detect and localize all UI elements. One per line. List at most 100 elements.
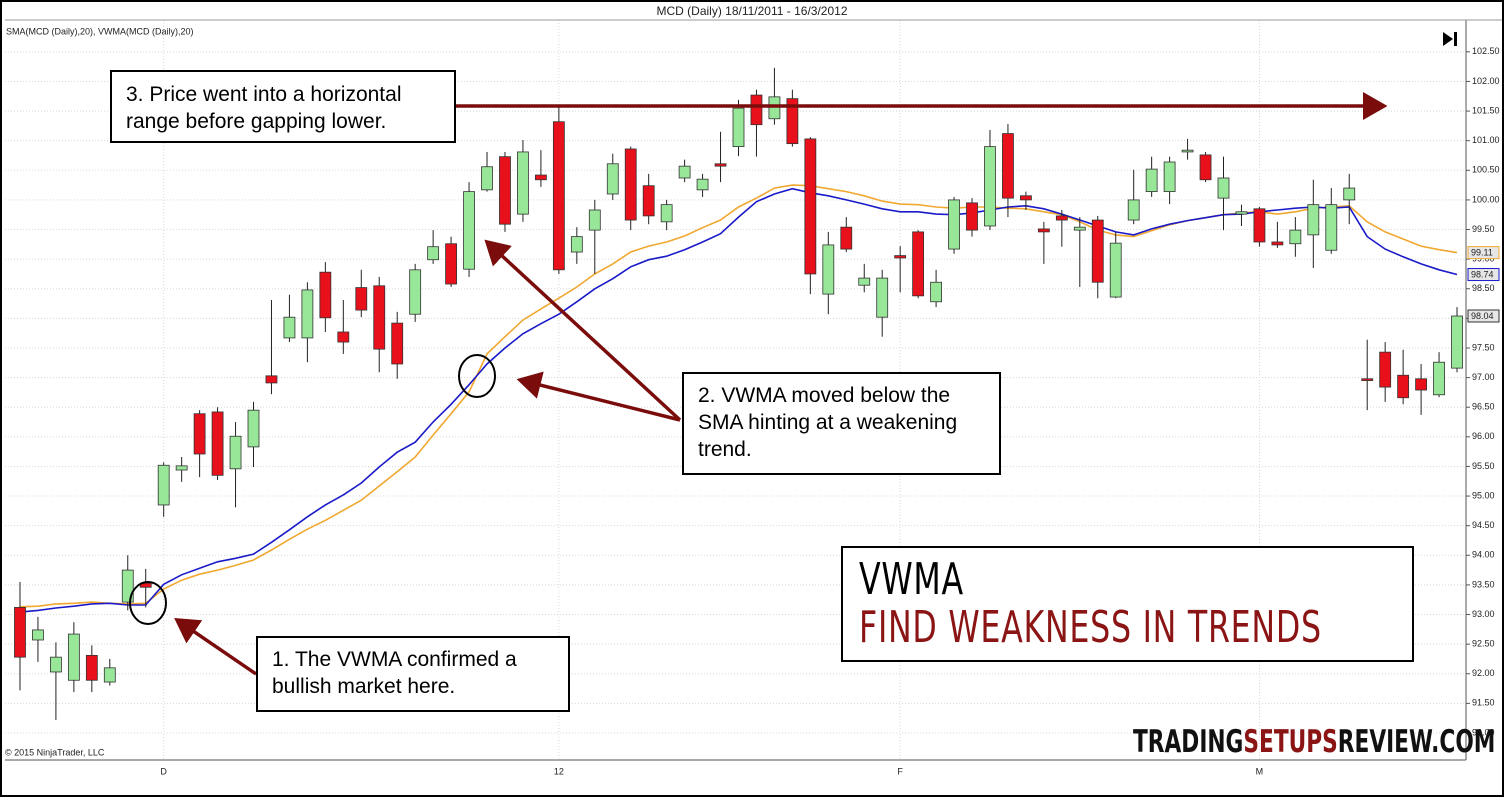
y-tick-label: 92.00	[1472, 668, 1495, 678]
candle-body	[624, 148, 637, 221]
candle-body	[858, 277, 871, 286]
candle-body	[175, 465, 188, 471]
annotation: 2. VWMA moved below the SMA hinting at a …	[682, 372, 1001, 475]
y-tick-label: 99.50	[1472, 224, 1495, 234]
price-marker-label: 98.74	[1471, 269, 1494, 279]
annotation: 1. The VWMA confirmed a bullish market he…	[256, 636, 570, 712]
candle-body	[1433, 361, 1445, 396]
annotation-line: trend.	[698, 438, 752, 461]
y-tick-label: 101.50	[1472, 105, 1500, 115]
price-marker-label: 98.04	[1471, 311, 1494, 321]
watermark-part: REVIEW.COM	[1337, 724, 1496, 760]
candle-body	[247, 409, 260, 448]
candle-body	[750, 94, 763, 126]
candle-body	[319, 271, 332, 319]
price-marker	[1467, 309, 1500, 323]
candle-body	[588, 209, 601, 231]
candle-body	[642, 185, 655, 217]
candle-body	[1343, 187, 1356, 201]
candle-body	[552, 121, 565, 271]
candle-body	[1109, 242, 1122, 298]
headline-title: VWMA	[859, 554, 964, 605]
candle-body	[103, 667, 116, 683]
candle-body	[283, 316, 296, 339]
candle-body	[409, 269, 422, 315]
headline-subtitle: FIND WEAKNESS IN TRENDS	[859, 602, 1322, 653]
candle-body	[714, 163, 727, 167]
y-tick-label: 95.50	[1472, 461, 1495, 471]
x-tick-label: F	[897, 766, 903, 776]
indicator-label: SMA(MCD (Daily),20), VWMA(MCD (Daily),20…	[6, 26, 194, 36]
candle-body	[445, 243, 457, 285]
y-tick-label: 100.50	[1472, 165, 1500, 175]
candle-body	[85, 654, 98, 681]
y-tick-label: 91.50	[1472, 698, 1495, 708]
price-marker	[1467, 246, 1500, 260]
arrow	[516, 371, 681, 422]
candle-body	[337, 331, 350, 343]
watermark: TRADINGSETUPSREVIEW.COM	[1133, 724, 1495, 760]
candle-body	[1397, 374, 1410, 399]
annotation-line: SMA hinting at a weakening	[698, 411, 958, 434]
y-tick-label: 98.50	[1472, 283, 1495, 293]
highlight-circle	[458, 354, 496, 398]
candle-body	[678, 165, 691, 179]
candle-body	[1055, 215, 1068, 221]
x-tick-label: D	[160, 766, 167, 776]
y-tick-label: 92.50	[1472, 639, 1495, 649]
candle-body	[822, 244, 835, 295]
annotation-line: 3. Price went into a horizontal	[126, 83, 402, 106]
y-tick-label: 100.00	[1472, 194, 1500, 204]
candle-body	[499, 156, 511, 225]
candle-body	[265, 375, 278, 384]
candle-body	[786, 98, 799, 145]
candle-body	[606, 163, 619, 195]
candle-body	[966, 202, 978, 231]
y-tick-label: 101.00	[1472, 135, 1500, 145]
candle-body	[1037, 228, 1050, 233]
candle-body	[211, 411, 224, 476]
price-marker-label: 99.11	[1471, 248, 1493, 258]
y-tick-label: 102.00	[1472, 76, 1500, 86]
candle-body	[1091, 219, 1104, 283]
price-marker	[1467, 268, 1500, 282]
candle-body	[481, 166, 493, 191]
candle-body	[1379, 351, 1392, 388]
x-tick-label: 12	[554, 766, 564, 776]
candle-body	[1145, 168, 1158, 193]
y-tick-label: 93.50	[1472, 579, 1495, 589]
candle-body	[768, 96, 781, 120]
candle-body	[660, 204, 673, 223]
candle-body	[1271, 241, 1284, 246]
candle-body	[804, 138, 817, 275]
candle-body	[984, 146, 996, 227]
candle-body	[894, 255, 907, 259]
candle-body	[463, 191, 475, 270]
arrow	[174, 618, 257, 676]
candle-body	[1361, 378, 1374, 381]
y-tick-label: 94.50	[1472, 520, 1495, 530]
candle-body	[1002, 133, 1014, 199]
annotation-line: range before gapping lower.	[126, 110, 387, 133]
candle-body	[121, 569, 134, 603]
candle-body	[517, 151, 529, 215]
arrow	[484, 239, 682, 422]
annotation-line: 1. The VWMA confirmed a	[272, 648, 517, 671]
y-tick-label: 95.00	[1472, 490, 1495, 500]
candle-body	[1307, 204, 1320, 236]
candle-body	[301, 289, 314, 339]
candle-body	[157, 464, 170, 506]
candle-body	[535, 174, 547, 181]
candle-body	[1199, 154, 1212, 181]
candle-body	[373, 285, 386, 350]
candle-body	[1451, 315, 1463, 369]
headline-box: VWMA FIND WEAKNESS IN TRENDS	[841, 546, 1414, 662]
candle-body	[570, 236, 583, 253]
y-tick-label: 97.00	[1472, 372, 1495, 382]
candle-body	[1235, 211, 1248, 215]
candle-body	[391, 322, 404, 365]
y-tick-label: 93.00	[1472, 609, 1495, 619]
y-tick-label: 96.00	[1472, 431, 1495, 441]
